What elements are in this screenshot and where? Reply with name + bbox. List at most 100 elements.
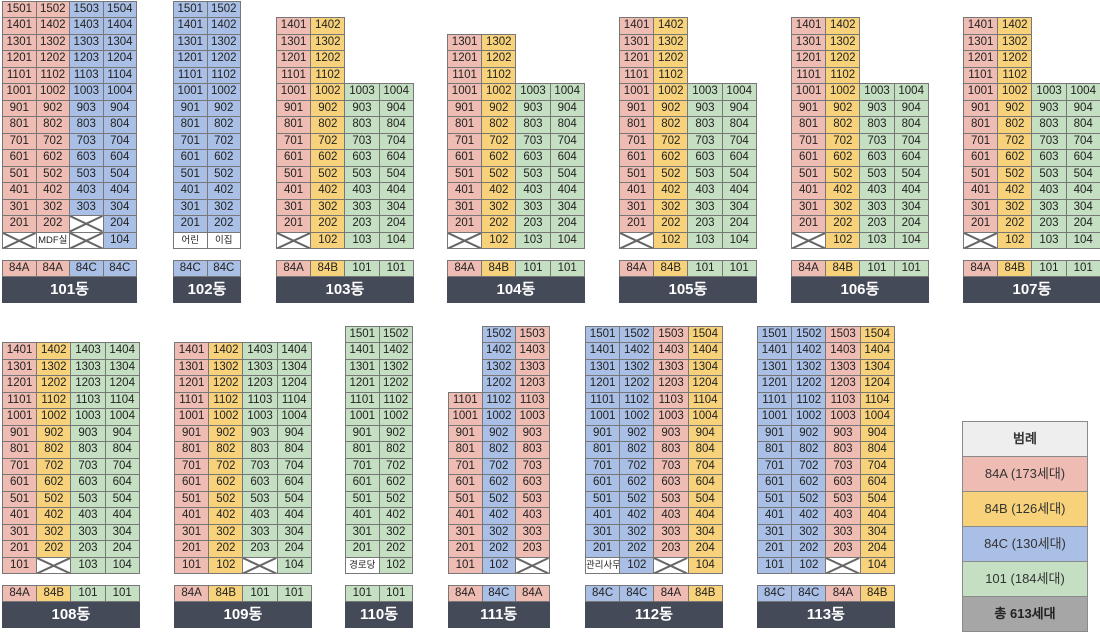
- unit-cell: 1202: [206, 50, 241, 68]
- unit-cell: 803: [687, 116, 723, 134]
- unit-cell: 1303: [242, 358, 278, 376]
- unit-cell: 401: [173, 182, 208, 200]
- unit-cell: 503: [515, 490, 550, 508]
- unit-cell: 1001: [963, 83, 999, 101]
- unit-cell: 801: [2, 441, 38, 459]
- unit-cell: 804: [104, 441, 140, 459]
- unit-cell: 1004: [378, 83, 414, 101]
- unit-cell: 704: [102, 132, 137, 150]
- unit-cell: 701: [2, 457, 38, 475]
- unit-cell: 302: [378, 523, 413, 541]
- unit-cell: 404: [549, 182, 585, 200]
- unit-cell: 704: [378, 132, 414, 150]
- unit-cell: 604: [687, 474, 723, 492]
- unit-cell: 1201: [276, 50, 312, 68]
- unit-cell: 1101: [447, 66, 483, 84]
- unit-cell: 103: [344, 231, 380, 249]
- unit-cell: 1103: [825, 391, 861, 409]
- facility-cell: 관리사무소: [585, 556, 621, 574]
- unit-cell: 1401: [276, 17, 312, 35]
- unit-cell: 1004: [276, 408, 312, 426]
- unit-cell: 1002: [653, 83, 689, 101]
- unit-cell: 204: [378, 215, 414, 233]
- unit-cell: 102: [825, 231, 861, 249]
- unit-cell: 401: [276, 182, 312, 200]
- unit-cell: 302: [791, 523, 827, 541]
- unit-cell: 904: [1065, 99, 1100, 117]
- unit-type-cell: 84B: [208, 585, 244, 602]
- unit-cell: 1001: [448, 408, 483, 426]
- unit-cell: 801: [791, 116, 827, 134]
- unit-cell: 403: [242, 507, 278, 525]
- unit-cell: 304: [276, 523, 312, 541]
- unit-cell: 601: [345, 474, 380, 492]
- unit-cell: 504: [104, 490, 140, 508]
- unit-type-cell: 84C: [757, 585, 793, 602]
- unit-cell: 302: [36, 523, 72, 541]
- unit-cell: 1404: [687, 342, 723, 360]
- unit-type-cell: 84C: [481, 585, 516, 602]
- unit-cell: 1302: [619, 358, 655, 376]
- unit-cell: 1202: [653, 50, 689, 68]
- building-label: 105동: [619, 277, 757, 303]
- unit-cell: 301: [448, 523, 483, 541]
- unit-cell: 602: [208, 474, 244, 492]
- unit-cell: 1001: [447, 83, 483, 101]
- empty-unit-cell: [242, 556, 278, 574]
- unit-cell: 501: [619, 165, 655, 183]
- unit-cell: 501: [2, 490, 38, 508]
- unit-type-cell: 101: [1031, 260, 1067, 277]
- unit-cell: 302: [208, 523, 244, 541]
- unit-type-cell: 84B: [481, 260, 517, 277]
- empty-unit-cell: [825, 556, 861, 574]
- unit-cell: 902: [206, 99, 241, 117]
- unit-type-cell: 84A: [825, 585, 861, 602]
- unit-type-cell: 84A: [276, 260, 312, 277]
- unit-type-cell: 101: [721, 260, 757, 277]
- unit-cell: 503: [70, 490, 106, 508]
- unit-cell: 202: [206, 215, 241, 233]
- unit-cell: 102: [619, 556, 655, 574]
- unit-cell: 502: [653, 165, 689, 183]
- unit-cell: 501: [174, 490, 210, 508]
- unit-cell: 1102: [653, 66, 689, 84]
- unit-cell: 901: [791, 99, 827, 117]
- unit-cell: 701: [791, 132, 827, 150]
- unit-cell: 702: [208, 457, 244, 475]
- unit-cell: 803: [515, 441, 550, 459]
- unit-cell: 703: [242, 457, 278, 475]
- unit-cell: 601: [2, 474, 38, 492]
- unit-cell: 501: [173, 165, 208, 183]
- unit-cell: 1002: [619, 408, 655, 426]
- empty-unit-cross-icon: [70, 233, 103, 249]
- unit-cell: 204: [276, 540, 312, 558]
- unit-cell: 603: [687, 149, 723, 167]
- unit-cell: 1003: [70, 408, 106, 426]
- unit-cell: 402: [481, 507, 516, 525]
- unit-cell: 703: [859, 132, 895, 150]
- unit-cell: 304: [102, 198, 137, 216]
- unit-cell: 304: [549, 198, 585, 216]
- unit-cell: 901: [963, 99, 999, 117]
- unit-cell: 1204: [859, 375, 895, 393]
- unit-cell: 1203: [70, 375, 106, 393]
- unit-cell: 601: [791, 149, 827, 167]
- legend-item-84c: 84C (130세대): [962, 526, 1088, 562]
- unit-cell: 402: [310, 182, 346, 200]
- building-label: 109동: [174, 602, 312, 628]
- unit-cell: 1404: [859, 342, 895, 360]
- unit-cell: 702: [653, 132, 689, 150]
- unit-cell: 1101: [173, 66, 208, 84]
- unit-cell: 1103: [515, 391, 550, 409]
- unit-cell: 103: [1031, 231, 1067, 249]
- unit-cell: 901: [276, 99, 312, 117]
- unit-cell: 1201: [791, 50, 827, 68]
- unit-type-cell: 101: [104, 585, 140, 602]
- unit-cell: 1001: [2, 408, 38, 426]
- unit-cell: 1302: [481, 358, 516, 376]
- unit-cell: 402: [619, 507, 655, 525]
- unit-cell: 301: [2, 523, 38, 541]
- unit-cell: 102: [653, 231, 689, 249]
- unit-cell: 1201: [585, 375, 621, 393]
- unit-cell: 201: [757, 540, 793, 558]
